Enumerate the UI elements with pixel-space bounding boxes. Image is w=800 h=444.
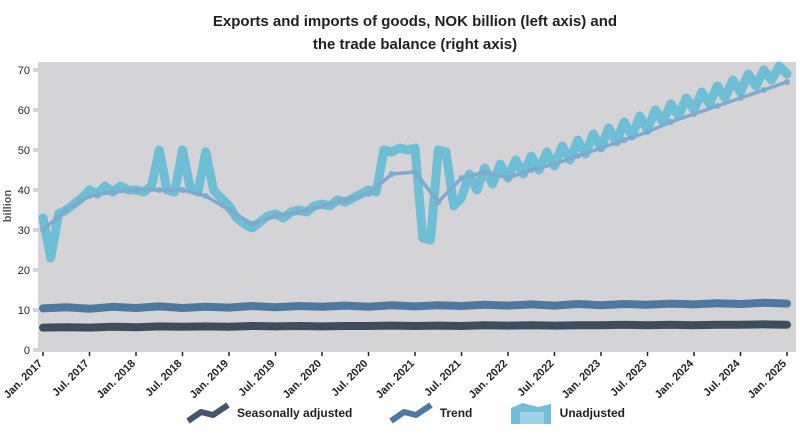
centre-line-marker — [86, 193, 93, 199]
centre-line-marker — [342, 197, 349, 203]
legend-item: Unadjusted — [508, 400, 625, 426]
x-axis-tick-label: Jan. 2019 — [188, 358, 232, 402]
legend-label: Trend — [439, 406, 473, 420]
y-axis-tick-label: 50 — [18, 145, 30, 157]
y-axis-tick-label: 0 — [24, 345, 30, 357]
centre-line-marker — [691, 111, 697, 117]
centre-line-marker — [644, 129, 651, 135]
centre-line-marker — [202, 193, 209, 199]
chart-title-line2: the trade balance (right axis) — [312, 36, 518, 53]
centre-line-marker — [133, 187, 139, 193]
centre-line-marker — [272, 213, 279, 219]
x-axis-tick-label: Jul. 2017 — [50, 358, 91, 399]
centre-line-marker — [179, 187, 186, 193]
centre-line-marker — [226, 207, 232, 213]
centre-line-marker — [109, 189, 116, 195]
y-axis-tick-label: 40 — [18, 185, 30, 197]
legend-label: Unadjusted — [559, 406, 625, 420]
legend-line-sample — [186, 402, 230, 424]
legend-item: Trend — [388, 400, 473, 426]
legend-area-swatch — [510, 403, 551, 424]
y-axis-tick-label: 30 — [18, 225, 30, 237]
centre-line-marker — [412, 169, 418, 175]
legend-label: Seasonally adjusted — [237, 406, 353, 420]
centre-line-marker — [458, 175, 465, 181]
legend-item: Seasonally adjusted — [185, 400, 352, 426]
x-axis-tick-label: Jan. 2025 — [746, 358, 790, 402]
centre-line-marker — [784, 79, 790, 85]
y-axis-tick-label: 60 — [18, 105, 30, 117]
centre-line-marker — [551, 161, 558, 167]
legend: Seasonally adjusted Trend Unadjusted — [185, 400, 625, 426]
x-axis-tick-label: Jan. 2018 — [95, 358, 139, 402]
x-axis-tick-label: Jul. 2020 — [329, 358, 370, 399]
centre-line-marker — [388, 171, 395, 177]
centre-line-marker — [760, 87, 767, 93]
centre-line-marker — [528, 167, 535, 173]
chart-title: Exports and imports of goods, NOK billio… — [30, 10, 800, 56]
centre-line-marker — [574, 153, 581, 159]
centre-line-marker — [714, 103, 721, 109]
centre-line-marker — [365, 191, 372, 197]
x-axis-tick-label: Jul. 2023 — [608, 358, 649, 399]
centre-line-marker — [667, 119, 674, 125]
y-axis-tick-label: 70 — [18, 65, 30, 77]
centre-line-marker — [621, 137, 628, 143]
x-axis-tick-label: Jan. 2020 — [281, 358, 325, 402]
centre-line-marker — [505, 175, 511, 181]
centre-line-marker — [249, 221, 256, 227]
centre-line-marker — [40, 227, 46, 233]
centre-line-marker — [63, 207, 70, 213]
x-axis-tick-label: Jul. 2019 — [236, 358, 277, 399]
centre-line-marker — [737, 95, 744, 101]
centre-line-marker — [156, 187, 163, 193]
centre-line-marker — [435, 199, 442, 205]
x-axis-tick-label: Jul. 2022 — [515, 358, 556, 399]
centre-line-marker — [481, 169, 488, 175]
x-axis-tick-label: Jul. 2024 — [701, 357, 743, 399]
x-axis-tick-label: Jan. 2021 — [374, 358, 418, 402]
y-axis-tick-label: 20 — [18, 265, 30, 277]
series-trend — [39, 298, 791, 313]
centre-line-marker — [319, 203, 325, 209]
centre-line-marker — [295, 209, 302, 215]
y-axis-tick-label: 10 — [18, 305, 30, 317]
x-axis-tick-label: Jan. 2024 — [653, 357, 697, 401]
chart-title-line1: Exports and imports of goods, NOK billio… — [212, 13, 618, 30]
x-axis-tick-label: Jul. 2021 — [422, 358, 463, 399]
x-axis-tick-label: Jan. 2023 — [560, 358, 604, 402]
x-axis-tick-label: Jan. 2017 — [2, 358, 46, 402]
x-axis-tick-label: Jul. 2018 — [143, 358, 184, 399]
legend-line-sample — [388, 402, 433, 424]
x-axis-tick-label: Jan. 2022 — [467, 358, 511, 402]
series-seasonally-adjusted — [39, 320, 791, 332]
centre-line-marker — [598, 145, 604, 151]
